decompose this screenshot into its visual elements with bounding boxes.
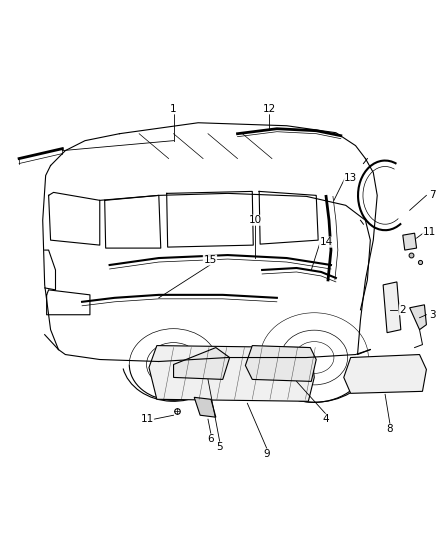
Polygon shape: [173, 348, 230, 379]
Text: 11: 11: [140, 414, 154, 424]
Text: 4: 4: [323, 414, 329, 424]
Polygon shape: [245, 345, 316, 382]
Polygon shape: [410, 305, 427, 330]
Text: 10: 10: [249, 215, 262, 225]
Text: 12: 12: [262, 104, 276, 114]
Text: 1: 1: [170, 104, 177, 114]
Polygon shape: [344, 354, 427, 393]
Text: 5: 5: [216, 442, 223, 452]
Text: 6: 6: [208, 434, 214, 444]
Polygon shape: [194, 397, 216, 417]
Text: 11: 11: [423, 227, 436, 237]
Text: 7: 7: [429, 190, 436, 200]
Text: 9: 9: [264, 449, 270, 459]
Text: 14: 14: [319, 237, 333, 247]
Text: 3: 3: [429, 310, 436, 320]
Text: 15: 15: [203, 255, 216, 265]
Text: 2: 2: [399, 305, 406, 315]
Text: 8: 8: [387, 424, 393, 434]
Polygon shape: [149, 345, 314, 401]
Text: 13: 13: [344, 173, 357, 183]
Polygon shape: [403, 233, 417, 250]
Polygon shape: [383, 282, 401, 333]
